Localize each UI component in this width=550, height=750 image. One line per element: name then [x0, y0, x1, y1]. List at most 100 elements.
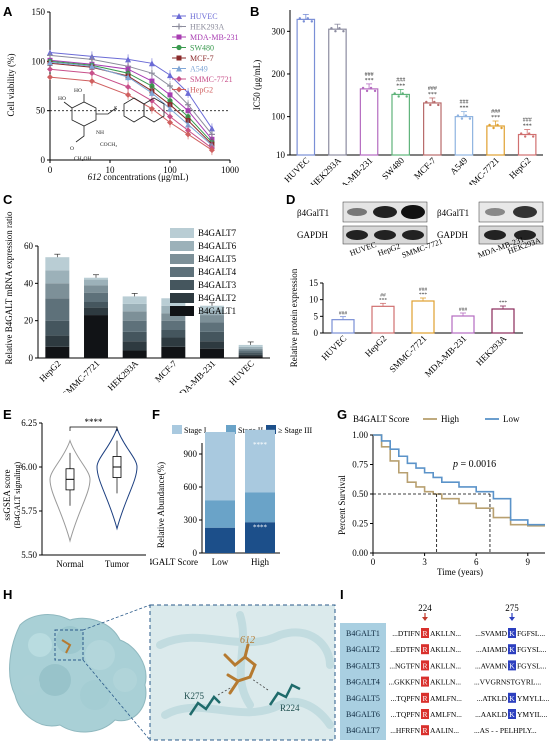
panel-label-h: H: [3, 587, 12, 602]
violin: [49, 439, 91, 543]
data-point: [148, 97, 155, 104]
data-dot: [464, 114, 468, 117]
significance-label: ****: [85, 417, 104, 427]
bar-segment: [45, 335, 70, 347]
significance-label: ###: [339, 311, 348, 317]
highlight-r224: [421, 676, 429, 687]
highlight-r224: [421, 692, 429, 703]
residue-k275: [188, 695, 221, 716]
x-tick-label: HepG2: [507, 155, 532, 180]
bar-segment: [205, 500, 235, 528]
bar-segment: [205, 432, 235, 501]
sequence-left: ...DTIFN: [392, 629, 420, 638]
svg-text:HO: HO: [74, 88, 82, 94]
legend-entry: ≥ Stage III: [278, 426, 312, 435]
panel-label-i: I: [340, 587, 344, 602]
legend: B4GALT7 B4GALT6 B4GALT5 B4GALT4 B4GALT3 B4GAL…: [170, 228, 237, 316]
p-value-number: = 0.0016: [458, 459, 496, 470]
x-tick-label: MCF-7: [412, 155, 438, 181]
legend-swatch: [170, 267, 194, 277]
x-tick-label: Tumor: [105, 559, 129, 569]
x-tick-label: 6: [474, 557, 479, 567]
band: [514, 230, 536, 240]
significance-label: ###: [365, 72, 374, 78]
sequence-left: AALIN...: [430, 726, 459, 735]
bar: [371, 305, 395, 334]
data-point: [125, 83, 132, 90]
data-point: [125, 56, 132, 63]
bar: [391, 93, 410, 156]
x-tick-label: 10: [106, 165, 116, 175]
bar-segment: [122, 331, 147, 342]
sequence-right: ...AAKLD: [475, 710, 507, 719]
panel-label-d: D: [286, 192, 295, 207]
data-dot: [429, 103, 432, 107]
legend-entry: HepG2: [190, 86, 213, 95]
highlight-k275: [508, 628, 516, 638]
residue-letter: K: [509, 710, 515, 719]
data-dot: [405, 95, 408, 98]
position-label-224: 224: [418, 603, 432, 613]
bar-segment: [205, 527, 235, 553]
highlight-r224: [421, 644, 429, 655]
legend-swatch: [170, 306, 194, 316]
significance-label: ###: [419, 287, 428, 293]
legend-entry: B4GALT1: [198, 306, 236, 316]
molecule-structure: S HO HO O NH CH₂OH COCH₃: [58, 88, 165, 162]
y-tick-label: 10: [309, 295, 319, 305]
svg-text:S: S: [114, 106, 117, 112]
residue-letter: K: [509, 629, 515, 638]
x-axis-label-rest: concentrations (μg/mL): [101, 172, 188, 182]
x-tick-label: 0: [371, 557, 376, 567]
legend-swatch: [170, 241, 194, 251]
bar-segment: [84, 285, 108, 293]
data-dot: [342, 29, 345, 33]
data-point: [167, 72, 173, 79]
bar-segment: [45, 298, 70, 321]
sequence-left: ...NGTFN: [389, 661, 420, 670]
bar: [328, 28, 347, 156]
sequence-left: ...TQPFN: [391, 694, 421, 703]
legend-swatch: [170, 280, 194, 290]
data-point: [185, 131, 192, 138]
x-tick-label: 1000: [221, 165, 240, 175]
data-point: [88, 70, 95, 77]
panel-label-c: C: [3, 192, 13, 207]
x-tick-label: 0: [48, 165, 53, 175]
sequence-right: YMYLL...: [517, 694, 549, 703]
bar-segment: [45, 346, 70, 358]
sequence-right: ...AS - - PELHPLY...: [474, 726, 537, 735]
bar-segment: [200, 341, 224, 349]
sequence-left: ...GKKFN: [389, 678, 421, 687]
gene-name: B4GALT7: [346, 726, 380, 735]
x-tick-label: HUVEC: [319, 333, 348, 362]
x-tick-label: MDA-MB-231: [423, 333, 469, 379]
bar-segment: [200, 309, 224, 316]
bar-segment: [200, 331, 224, 342]
bar: [411, 300, 435, 334]
x-tick-label: High: [251, 557, 270, 567]
bar: [423, 102, 442, 156]
x-tick-label: MDA-MB-231: [172, 358, 218, 393]
legend-entry: Stage I: [184, 426, 207, 435]
data-dot: [361, 86, 365, 90]
svg-text:CH₂OH: CH₂OH: [74, 156, 92, 162]
data-point: [148, 70, 155, 77]
legend-entry: SW480: [190, 44, 214, 53]
plot-area: 051015###HUVEC##***HepG2###***SMMC-7721#…: [309, 278, 523, 379]
y-axis-label: Relative B4GALT mRNA expression ratio: [4, 211, 14, 364]
panel-h: H 612: [0, 585, 340, 745]
bar-segment: [161, 337, 186, 347]
blot-label-gapdh-left: GAPDH: [297, 230, 329, 240]
legend-entry: MDA-MB-231: [190, 33, 238, 42]
bar-segment: [200, 322, 224, 332]
legend-entry: HEK293A: [190, 23, 224, 32]
survival-curve: [373, 434, 545, 527]
data-point: [148, 105, 155, 112]
bar-segment: [245, 429, 275, 493]
bar-segment: [200, 348, 224, 358]
x-tick-label: HEK293A: [309, 155, 344, 185]
bar-segment: [161, 330, 186, 338]
bar: [454, 116, 474, 156]
